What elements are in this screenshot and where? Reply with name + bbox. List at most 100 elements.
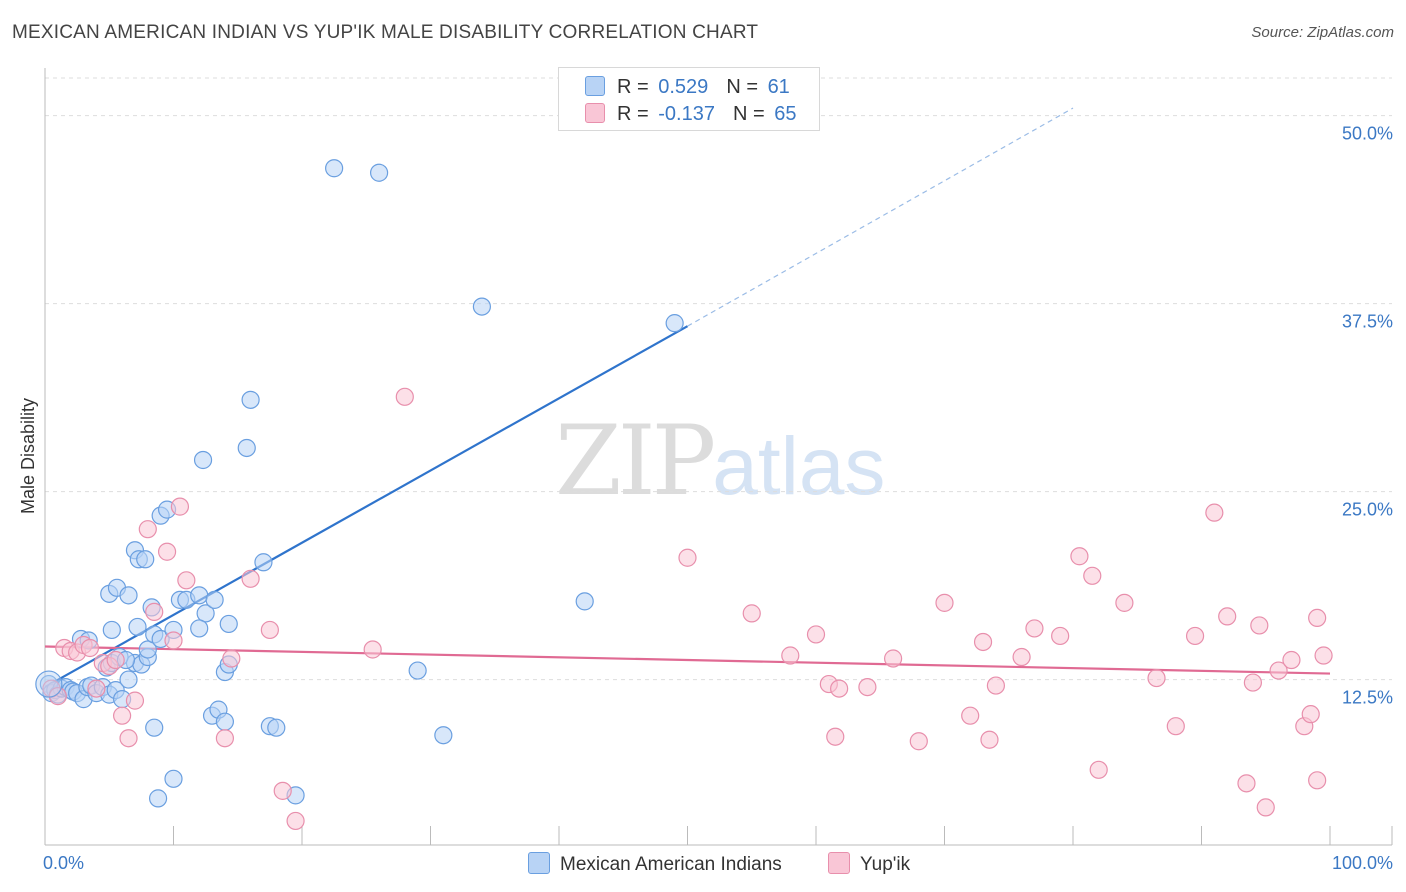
source-site: ZipAtlas.com [1307,24,1394,41]
point-mexican-american-indians [575,592,594,611]
point-yupik [119,729,138,748]
point-mexican-american-indians [325,159,344,178]
point-yupik [830,679,849,698]
legend-n-label: N = [732,103,765,125]
point-yupik [1205,503,1224,522]
point-mexican-american-indians [164,769,183,788]
source-prefix: Source: [1251,24,1308,41]
point-yupik [1269,661,1288,680]
legend-r-value: -0.137 [658,103,715,125]
y-tick-label: 50.0% [1342,124,1393,144]
point-mexican-american-indians [472,297,491,316]
point-yupik [980,730,999,749]
source-note: Source: ZipAtlas.com [1251,24,1394,41]
point-mexican-american-indians [408,661,427,680]
point-yupik [145,602,164,621]
point-yupik [961,706,980,725]
gridlines [45,77,1392,681]
point-yupik [106,650,125,670]
y-tick-label: 25.0% [1342,500,1393,520]
point-yupik [1314,646,1333,665]
point-yupik [222,649,241,668]
data-points [35,159,1333,831]
point-yupik [1083,566,1102,585]
point-yupik [742,604,761,623]
trend-line-yupik [44,645,1331,675]
point-yupik [973,632,993,652]
point-mexican-american-indians [148,789,168,808]
point-yupik [806,625,826,644]
point-mexican-american-indians [665,314,684,333]
series-legend-label: Yup'ik [860,854,911,875]
point-yupik [125,691,145,710]
series-legend-label: Mexican American Indians [560,854,782,875]
point-yupik [395,387,414,406]
chart-title: MEXICAN AMERICAN INDIAN VS YUP'IK MALE D… [12,22,759,43]
point-yupik [1147,668,1166,688]
y-tick-label: 12.5% [1342,688,1393,708]
point-yupik [935,593,954,612]
point-mexican-american-indians [138,640,157,659]
series-legend: Mexican American Indians Yup'ik [0,852,1406,878]
point-yupik [164,631,183,650]
watermark-atlas: atlas [712,421,886,512]
point-yupik [1250,616,1269,635]
point-mexican-american-indians [215,712,234,731]
point-yupik [986,676,1006,695]
correlation-legend: R = 0.529 N = 61 R = -0.137 N = 65 [558,67,820,131]
point-mexican-american-indians [205,590,224,609]
point-mexican-american-indians [190,619,209,638]
axes [44,68,1393,846]
point-mexican-american-indians [237,438,256,458]
point-mexican-american-indians [119,670,138,689]
point-yupik [1308,771,1327,790]
point-yupik [1185,626,1205,646]
point-mexican-american-indians [128,617,147,637]
point-mexican-american-indians [434,726,453,745]
point-mexican-american-indians [193,450,213,470]
point-yupik [1051,626,1070,646]
legend-n-value: 65 [774,103,797,125]
x-tick-label: 100.0% [1332,853,1393,873]
point-cluster-mexican-american-indians [35,670,63,698]
legend-r-value: 0.529 [658,76,709,98]
point-mexican-american-indians [102,620,121,640]
watermark: ZIPatlas [555,405,885,517]
point-yupik [1070,547,1089,566]
legend-n-value: 61 [767,76,790,98]
point-yupik [1301,705,1320,724]
legend-row-yupik: R = -0.137 N = 65 [585,103,796,125]
point-yupik [241,569,260,588]
point-yupik [1256,798,1275,817]
series-legend-yupik: Yup'ik [828,852,910,876]
point-mexican-american-indians [254,553,273,572]
point-yupik [363,640,382,659]
point-yupik [1025,619,1044,638]
point-yupik [1218,607,1237,626]
point-yupik [87,679,106,698]
point-yupik [1237,774,1256,793]
point-mexican-american-indians [241,390,260,409]
point-yupik [883,649,903,668]
watermark-zip: ZIP [555,405,716,517]
point-mexican-american-indians [119,586,138,605]
point-mexican-american-indians [136,550,155,569]
point-yupik [1308,608,1327,628]
series-legend-mexican-american-indians: Mexican American Indians [528,852,782,876]
point-yupik [909,732,928,751]
point-yupik [1166,717,1185,736]
point-mexican-american-indians [370,163,389,182]
legend-swatch-pink [585,103,605,123]
tick-labels: 12.5% 25.0% 37.5% 50.0% 0.0% 100.0% Male Disab… [18,124,1393,873]
x-tick-label: 0.0% [43,853,84,873]
point-yupik [678,548,697,567]
point-yupik [112,706,132,725]
point-mexican-american-indians [190,586,209,605]
point-yupik [1115,593,1134,612]
point-yupik [138,520,157,539]
trend-lines [44,107,1331,689]
point-yupik [286,811,305,831]
point-yupik [1089,760,1108,779]
point-yupik [157,542,177,561]
trend-extension-mexican-american-indians [687,107,1074,327]
